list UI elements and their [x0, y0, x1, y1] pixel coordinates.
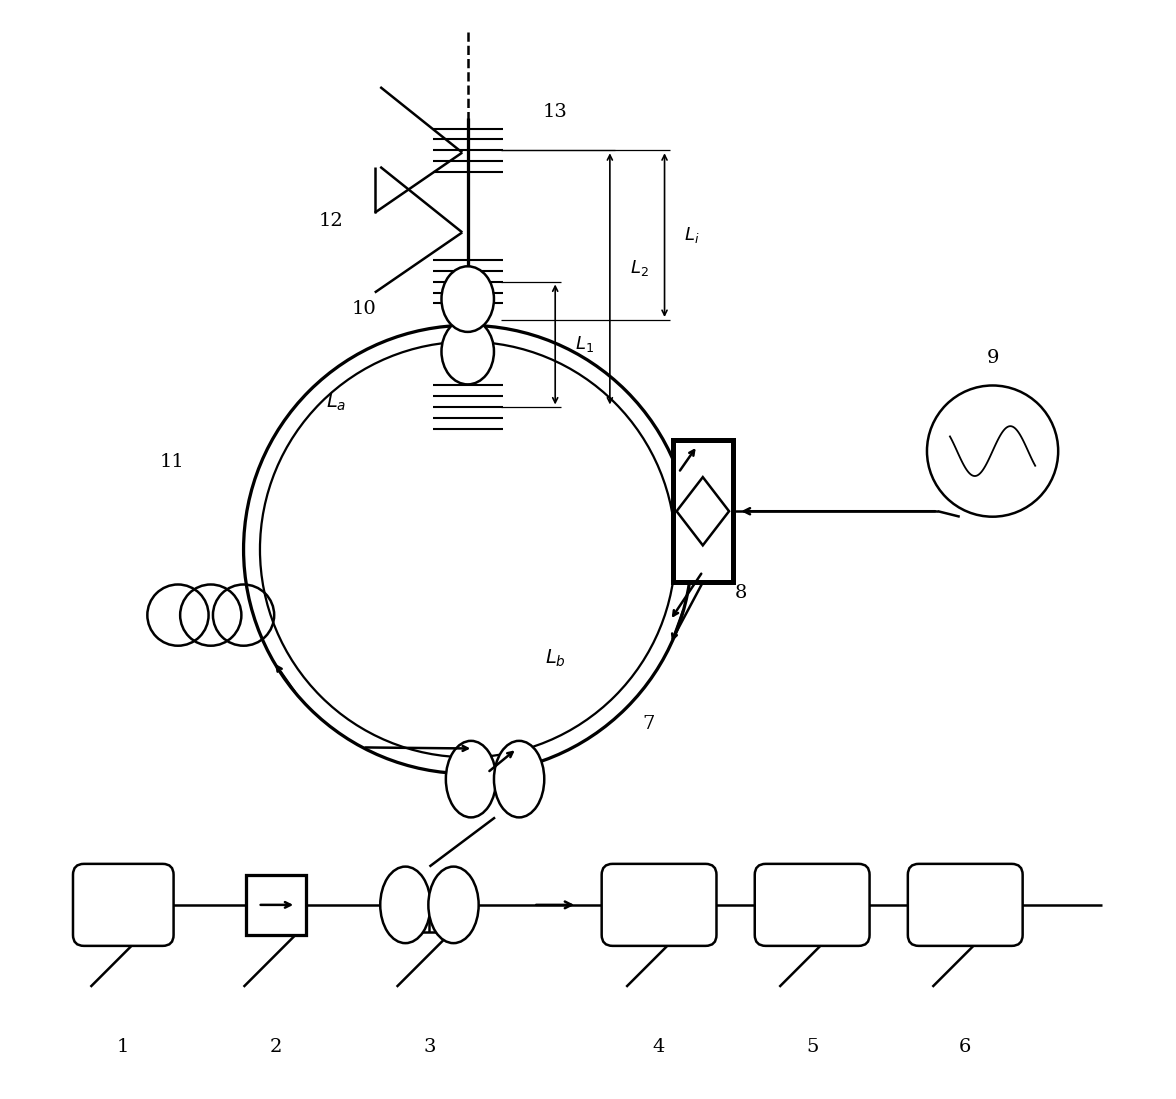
- Text: 4: 4: [653, 1039, 666, 1056]
- Text: $L_a$: $L_a$: [327, 391, 347, 412]
- Text: 9: 9: [987, 349, 998, 367]
- Text: 13: 13: [543, 103, 568, 121]
- Text: $L_2$: $L_2$: [629, 258, 648, 278]
- Text: 3: 3: [423, 1039, 435, 1056]
- Text: 12: 12: [319, 212, 343, 231]
- Ellipse shape: [446, 741, 496, 818]
- Text: $L_b$: $L_b$: [544, 648, 566, 669]
- Ellipse shape: [380, 867, 430, 943]
- Text: $L_i$: $L_i$: [684, 225, 700, 245]
- FancyBboxPatch shape: [755, 864, 869, 946]
- Ellipse shape: [428, 867, 479, 943]
- Text: 11: 11: [160, 453, 185, 471]
- Text: 8: 8: [735, 585, 747, 602]
- Text: 2: 2: [270, 1039, 282, 1056]
- Text: $L_1$: $L_1$: [575, 334, 594, 355]
- Text: 1: 1: [118, 1039, 129, 1056]
- Ellipse shape: [441, 319, 494, 385]
- Ellipse shape: [494, 741, 544, 818]
- Bar: [673, 441, 733, 582]
- FancyBboxPatch shape: [602, 864, 716, 946]
- Text: 5: 5: [806, 1039, 818, 1056]
- FancyBboxPatch shape: [73, 864, 174, 946]
- Text: 7: 7: [642, 715, 654, 733]
- Ellipse shape: [441, 266, 494, 332]
- Text: 6: 6: [960, 1039, 971, 1056]
- FancyBboxPatch shape: [908, 864, 1023, 946]
- Bar: [246, 875, 307, 935]
- Text: 10: 10: [352, 300, 376, 318]
